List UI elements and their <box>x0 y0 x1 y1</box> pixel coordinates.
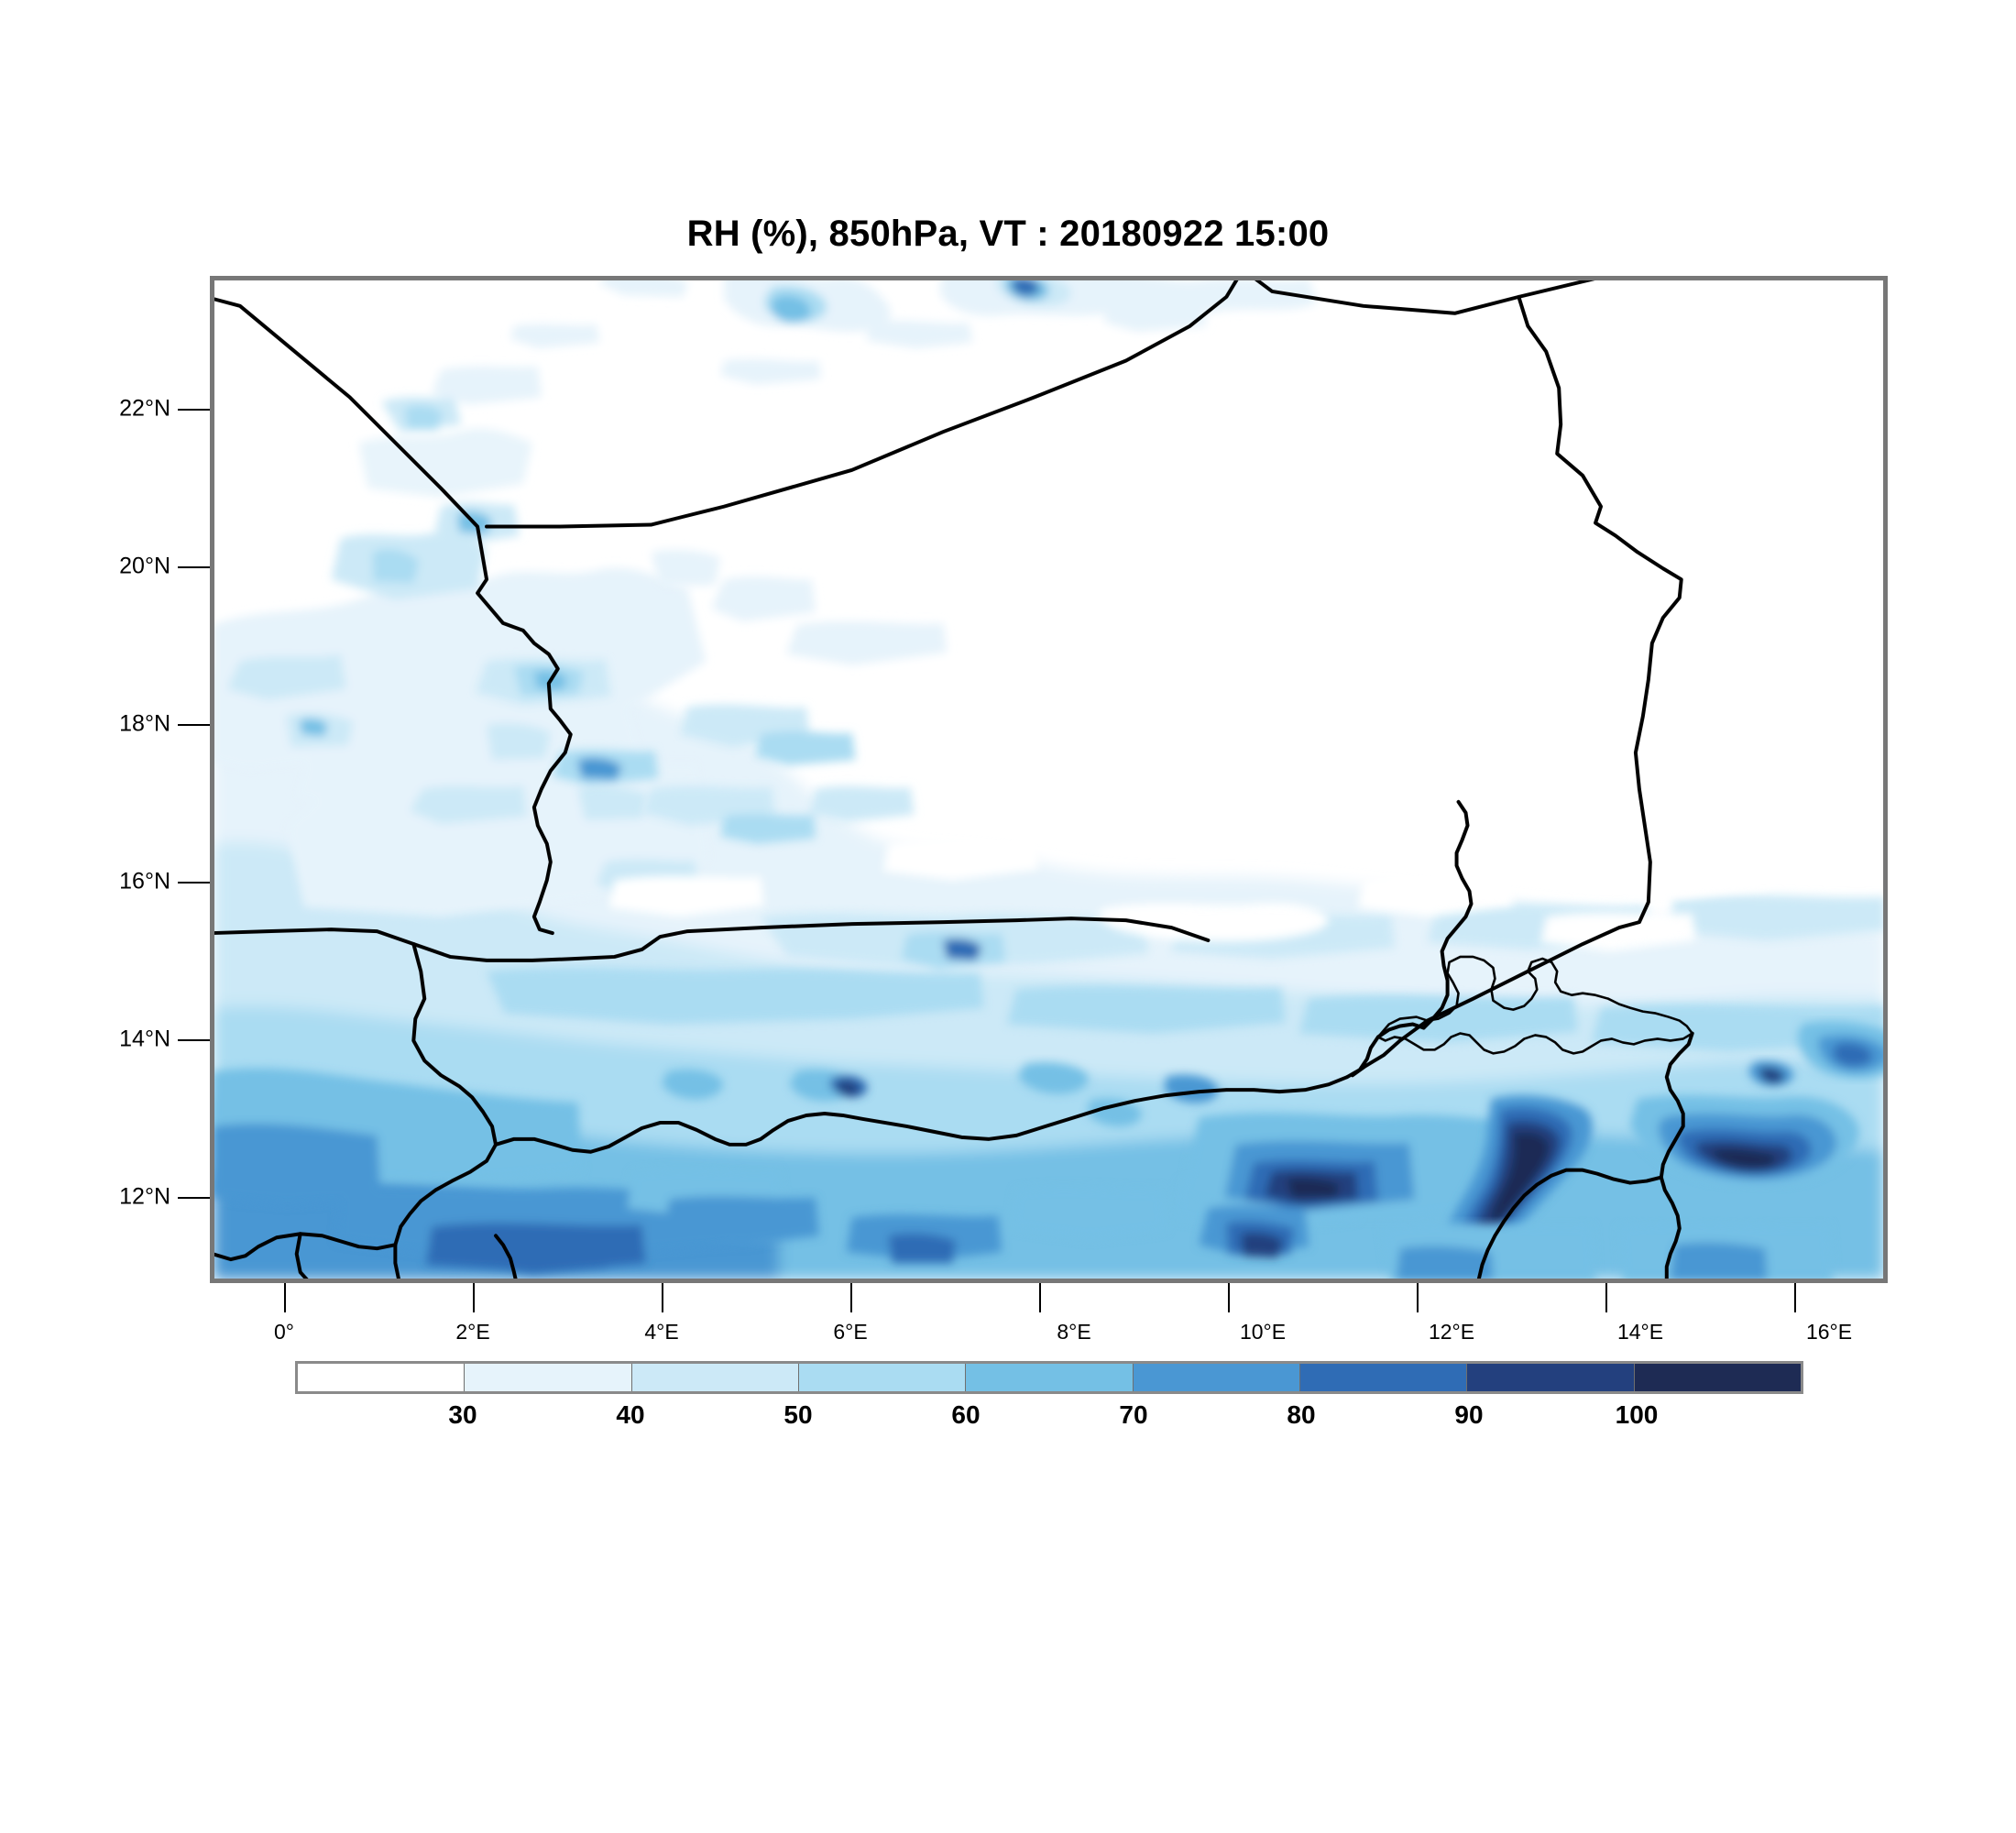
ytick-line-12n <box>178 1197 210 1199</box>
xtick-line-8e <box>1039 1283 1041 1312</box>
colorbar-band-4 <box>966 1364 1134 1391</box>
colorbar-band-1 <box>465 1364 632 1391</box>
colorbar-band-0 <box>298 1364 466 1391</box>
colorbar-band-6 <box>1299 1364 1468 1391</box>
colorbar[interactable] <box>295 1361 1803 1394</box>
ytick-label-20n: 20°N <box>119 553 170 579</box>
colorbar-tick-90: 90 <box>1454 1400 1484 1429</box>
xtick-label-8e: 8°E <box>1057 1320 1091 1344</box>
colorbar-band-5 <box>1133 1364 1300 1391</box>
xtick-line-2e <box>473 1283 475 1312</box>
xtick-label-14e: 14°E <box>1616 1320 1664 1344</box>
country-borders-layer <box>213 279 1694 1280</box>
xtick-line-16e <box>1794 1283 1796 1312</box>
xtick-label-12e: 12°E <box>1428 1320 1475 1344</box>
colorbar-tick-70: 70 <box>1119 1400 1148 1429</box>
rh-contour-map <box>213 279 1885 1280</box>
colorbar-tick-100: 100 <box>1615 1400 1659 1429</box>
colorbar-band-3 <box>798 1364 967 1391</box>
xtick-label-6e: 6°E <box>833 1320 868 1344</box>
xtick-label-0: 0° <box>274 1320 294 1344</box>
xtick-line-10e <box>1228 1283 1230 1312</box>
xtick-label-4e: 4°E <box>644 1320 679 1344</box>
colorbar-tick-30: 30 <box>448 1400 477 1429</box>
xtick-line-4e <box>662 1283 663 1312</box>
xtick-line-6e <box>850 1283 852 1312</box>
colorbar-band-8 <box>1634 1364 1801 1391</box>
xtick-line-0 <box>284 1283 286 1312</box>
ytick-label-18n: 18°N <box>119 710 170 737</box>
map-plot-area[interactable] <box>210 276 1888 1283</box>
ytick-label-22n: 22°N <box>119 395 170 422</box>
ytick-line-18n <box>178 724 210 726</box>
xtick-label-16e: 16°E <box>1805 1320 1853 1344</box>
colorbar-tick-40: 40 <box>616 1400 645 1429</box>
ytick-line-16n <box>178 882 210 884</box>
colorbar-band-7 <box>1467 1364 1635 1391</box>
ytick-line-20n <box>178 566 210 568</box>
colorbar-tick-50: 50 <box>783 1400 813 1429</box>
xtick-label-2e: 2°E <box>455 1320 490 1344</box>
ytick-label-12n: 12°N <box>119 1183 170 1210</box>
ytick-label-16n: 16°N <box>119 868 170 895</box>
ytick-line-22n <box>178 409 210 411</box>
xtick-line-12e <box>1417 1283 1419 1312</box>
ytick-line-14n <box>178 1039 210 1041</box>
colorbar-band-2 <box>631 1364 799 1391</box>
rh-shading-layer <box>213 279 1885 1280</box>
page-title: RH (%), 850hPa, VT : 20180922 15:00 <box>686 214 1330 254</box>
colorbar-tick-80: 80 <box>1287 1400 1316 1429</box>
xtick-line-14e <box>1605 1283 1607 1312</box>
xtick-label-10e: 10°E <box>1239 1320 1287 1344</box>
ytick-label-14n: 14°N <box>119 1026 170 1052</box>
colorbar-tick-60: 60 <box>951 1400 981 1429</box>
